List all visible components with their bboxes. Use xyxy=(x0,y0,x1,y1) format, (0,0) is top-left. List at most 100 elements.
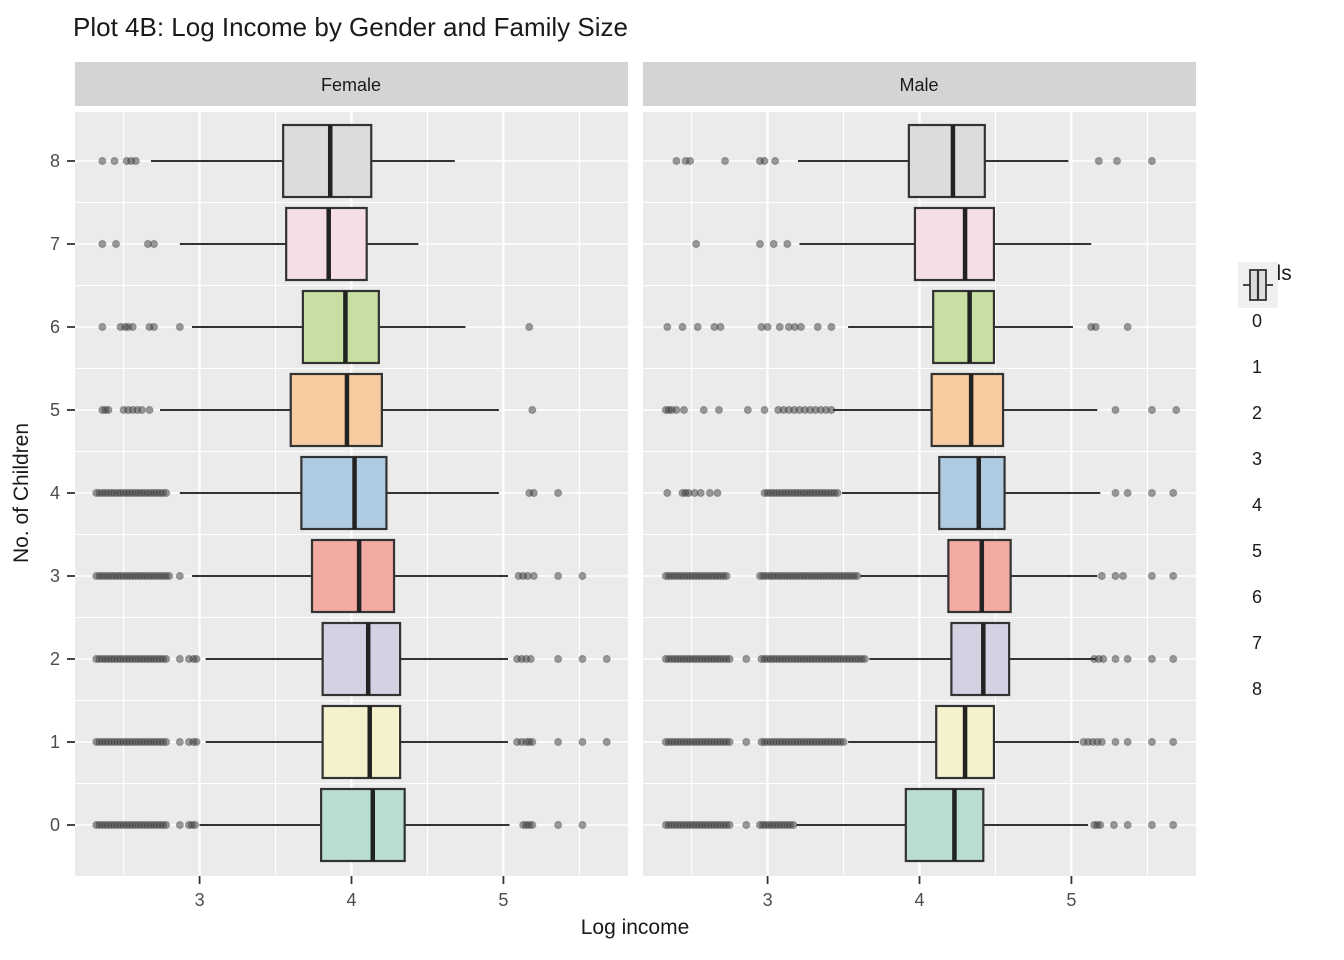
outlier-point xyxy=(1147,405,1157,415)
facet-strip xyxy=(75,62,628,106)
outlier-point xyxy=(98,239,107,249)
outlier-point xyxy=(743,405,752,415)
box xyxy=(947,538,1012,614)
box xyxy=(321,621,402,697)
outlier-point xyxy=(578,737,587,747)
outlier-point xyxy=(162,488,171,498)
box xyxy=(904,787,985,863)
outlier-point xyxy=(769,239,778,249)
outlier-point xyxy=(679,405,689,415)
outlier-point xyxy=(696,488,705,498)
y-tick-label: 4 xyxy=(50,483,60,503)
x-axis-title: Log income xyxy=(580,916,690,939)
outlier-point xyxy=(149,322,159,332)
outlier-point xyxy=(162,654,171,664)
outlier-point xyxy=(742,654,751,664)
outlier-point xyxy=(602,654,611,664)
outlier-point xyxy=(1147,654,1157,664)
x-tick-label: 3 xyxy=(195,890,205,910)
outlier-point xyxy=(554,737,563,747)
box xyxy=(285,206,368,282)
outlier-point xyxy=(1147,156,1157,166)
outlier-point xyxy=(827,322,836,332)
outlier-point xyxy=(685,156,695,166)
box xyxy=(320,787,406,863)
outlier-point xyxy=(578,820,587,830)
legend-item-1: 1 xyxy=(1238,262,1292,390)
outlier-point xyxy=(742,737,751,747)
box xyxy=(932,289,996,365)
outlier-point xyxy=(192,654,201,664)
outlier-point xyxy=(1099,654,1108,664)
outlier-point xyxy=(760,156,769,166)
outlier-point xyxy=(755,239,765,249)
outlier-point xyxy=(714,405,724,415)
box xyxy=(930,372,1005,448)
outlier-point xyxy=(526,654,535,664)
outlier-point xyxy=(1147,737,1157,747)
outlier-point xyxy=(137,405,146,415)
legend-key-boxplot-glyph xyxy=(1238,262,1278,308)
outlier-point xyxy=(111,239,121,249)
y-tick-label: 0 xyxy=(50,815,60,835)
legend-item-label: 0 xyxy=(1252,310,1263,331)
outlier-point xyxy=(789,820,798,830)
legend-item-label: 2 xyxy=(1252,402,1263,423)
outlier-point xyxy=(190,820,200,830)
outlier-point xyxy=(760,405,769,415)
outlier-point xyxy=(672,156,681,166)
outlier-point xyxy=(104,405,113,415)
outlier-point xyxy=(1169,654,1178,664)
outlier-point xyxy=(1147,820,1157,830)
outlier-point xyxy=(1172,405,1181,415)
outlier-point xyxy=(98,322,107,332)
outlier-point xyxy=(145,405,154,415)
outlier-point xyxy=(149,239,159,249)
facet-strip-label-male: Male xyxy=(899,75,938,95)
outlier-point xyxy=(1111,654,1120,664)
box xyxy=(282,123,373,199)
outlier-point xyxy=(813,322,822,332)
y-tick-label: 1 xyxy=(50,732,60,752)
outlier-point xyxy=(98,156,107,166)
plot-title: Plot 4B: Log Income by Gender and Family… xyxy=(73,12,628,42)
outlier-point xyxy=(175,654,184,664)
outlier-point xyxy=(853,571,862,581)
outlier-point xyxy=(1097,737,1106,747)
outlier-point xyxy=(1169,571,1178,581)
outlier-point xyxy=(839,737,848,747)
outlier-point xyxy=(699,405,708,415)
outlier-point xyxy=(1109,820,1119,830)
outlier-point xyxy=(528,820,537,830)
box xyxy=(289,372,383,448)
outlier-point xyxy=(1169,820,1178,830)
legend-item-4: 4 xyxy=(1238,262,1292,528)
outlier-point xyxy=(833,488,842,498)
legend-item-2: 2 xyxy=(1238,262,1292,436)
outlier-point xyxy=(705,488,714,498)
x-tick-label: 5 xyxy=(498,890,508,910)
outlier-point xyxy=(860,654,869,664)
box xyxy=(301,289,380,365)
outlier-point xyxy=(663,322,672,332)
legend-item-6: 6 xyxy=(1238,262,1292,620)
outlier-point xyxy=(720,156,730,166)
y-tick-label: 8 xyxy=(50,151,60,171)
outlier-point xyxy=(722,571,731,581)
outlier-point xyxy=(725,654,734,664)
y-axis-title: No. of Children xyxy=(10,422,33,564)
outlier-point xyxy=(554,571,563,581)
outlier-point xyxy=(771,156,780,166)
legend-item-label: 8 xyxy=(1252,678,1263,699)
outlier-point xyxy=(1123,820,1132,830)
y-tick-label: 2 xyxy=(50,649,60,669)
outlier-point xyxy=(725,820,734,830)
outlier-point xyxy=(1111,571,1120,581)
outlier-point xyxy=(578,571,587,581)
outlier-point xyxy=(554,654,563,664)
outlier-point xyxy=(725,737,734,747)
legend-items: 0 1 2 3 4 5 6 7 8 xyxy=(1238,262,1292,712)
outlier-point xyxy=(1097,571,1106,581)
